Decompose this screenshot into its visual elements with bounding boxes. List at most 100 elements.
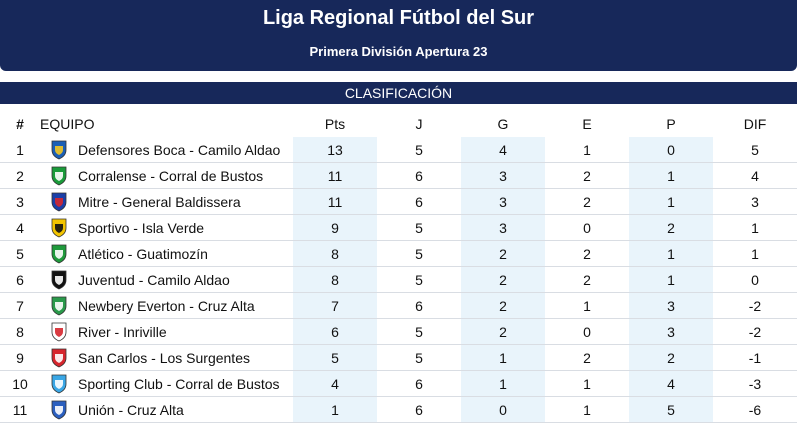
drawn-cell: 2 [545,240,629,267]
table-row[interactable]: 3 Mitre - General Baldissera 11 6 3 2 1 3 [0,188,797,215]
table-row[interactable]: 6 Juventud - Camilo Aldao 8 5 2 2 1 0 [0,266,797,293]
points-cell: 8 [293,240,377,267]
team-name: Juventud - Camilo Aldao [78,271,230,288]
table-header-row: # EQUIPO Pts J G E P DIF [0,112,797,137]
goal-difference-cell: 1 [713,214,797,241]
juventud-crest-icon [50,270,68,290]
won-cell: 1 [461,370,545,397]
points-cell: 1 [293,396,377,423]
points-cell: 7 [293,292,377,319]
won-cell: 2 [461,318,545,345]
won-cell: 4 [461,136,545,163]
column-header-pos: # [16,116,24,132]
drawn-cell: 0 [545,318,629,345]
river-crest-icon [50,322,68,342]
team-cell[interactable]: Atlético - Guatimozín [40,240,293,267]
points-cell: 5 [293,344,377,371]
team-cell[interactable]: Juventud - Camilo Aldao [40,266,293,293]
team-cell[interactable]: Newbery Everton - Cruz Alta [40,292,293,319]
position-cell: 7 [0,292,40,319]
position-cell: 6 [0,266,40,293]
table-row[interactable]: 9 San Carlos - Los Surgentes 5 5 1 2 2 -1 [0,344,797,371]
played-cell: 6 [377,188,461,215]
position-cell: 9 [0,344,40,371]
position-cell: 3 [0,188,40,215]
won-cell: 2 [461,240,545,267]
won-cell: 1 [461,344,545,371]
table-row[interactable]: 7 Newbery Everton - Cruz Alta 7 6 2 1 3 -2 [0,292,797,319]
team-name: Corralense - Corral de Bustos [78,167,264,184]
team-name: San Carlos - Los Surgentes [78,349,250,366]
team-cell[interactable]: Corralense - Corral de Bustos [40,162,293,189]
newbery-crest-icon [50,296,68,316]
lost-cell: 0 [629,136,713,163]
team-cell[interactable]: San Carlos - Los Surgentes [40,344,293,371]
position-cell: 2 [0,162,40,189]
points-cell: 11 [293,188,377,215]
standings-table: # EQUIPO Pts J G E P DIF 1 Defensores Boc… [0,112,797,423]
goal-difference-cell: -6 [713,396,797,423]
position-cell: 11 [0,396,40,423]
column-header-pts: Pts [324,116,346,132]
team-name: Defensores Boca - Camilo Aldao [78,141,281,158]
won-cell: 3 [461,214,545,241]
played-cell: 6 [377,292,461,319]
played-cell: 5 [377,318,461,345]
goal-difference-cell: 0 [713,266,797,293]
lost-cell: 5 [629,396,713,423]
goal-difference-cell: -3 [713,370,797,397]
position-cell: 10 [0,370,40,397]
team-cell[interactable]: Sportivo - Isla Verde [40,214,293,241]
goal-difference-cell: 5 [713,136,797,163]
played-cell: 5 [377,240,461,267]
goal-difference-cell: 4 [713,162,797,189]
won-cell: 3 [461,162,545,189]
team-cell[interactable]: River - Inriville [40,318,293,345]
points-cell: 6 [293,318,377,345]
team-name: River - Inriville [78,323,167,340]
won-cell: 2 [461,266,545,293]
won-cell: 0 [461,396,545,423]
drawn-cell: 2 [545,188,629,215]
drawn-cell: 0 [545,214,629,241]
table-row[interactable]: 4 Sportivo - Isla Verde 9 5 3 0 2 1 [0,214,797,241]
team-name: Atlético - Guatimozín [78,245,208,262]
header-banner: Liga Regional Fútbol del Sur Primera Div… [0,0,797,71]
column-header-g: G [497,116,509,132]
team-name: Unión - Cruz Alta [78,401,184,418]
table-row[interactable]: 10 Sporting Club - Corral de Bustos 4 6 1 1 4-… [0,370,797,397]
lost-cell: 2 [629,214,713,241]
san-carlos-crest-icon [50,348,68,368]
points-cell: 8 [293,266,377,293]
union-crest-icon [50,400,68,420]
position-cell: 1 [0,136,40,163]
points-cell: 11 [293,162,377,189]
goal-difference-cell: -2 [713,292,797,319]
points-cell: 13 [293,136,377,163]
defensores-boca-crest-icon [50,140,68,160]
goal-difference-cell: 3 [713,188,797,215]
won-cell: 3 [461,188,545,215]
drawn-cell: 1 [545,136,629,163]
team-cell[interactable]: Mitre - General Baldissera [40,188,293,215]
table-row[interactable]: 1 Defensores Boca - Camilo Aldao 13 5 4 1 0 5 [0,136,797,163]
table-row[interactable]: 2 Corralense - Corral de Bustos 11 6 3 2 1 4 [0,162,797,189]
goal-difference-cell: -1 [713,344,797,371]
team-name: Sporting Club - Corral de Bustos [78,375,280,392]
played-cell: 6 [377,396,461,423]
goal-difference-cell: -2 [713,318,797,345]
table-row[interactable]: 5 Atlético - Guatimozín 8 5 2 2 1 1 [0,240,797,267]
drawn-cell: 1 [545,396,629,423]
points-cell: 9 [293,214,377,241]
team-cell[interactable]: Sporting Club - Corral de Bustos [40,370,293,397]
team-cell[interactable]: Unión - Cruz Alta [40,396,293,423]
table-row[interactable]: 11 Unión - Cruz Alta 1 6 0 1 5 -6 [0,396,797,423]
column-header-dif: DIF [743,116,767,132]
played-cell: 5 [377,266,461,293]
table-row[interactable]: 8 River - Inriville 6 5 2 0 3 -2 [0,318,797,345]
column-header-e: E [582,116,592,132]
team-cell[interactable]: Defensores Boca - Camilo Aldao [40,136,293,163]
won-cell: 2 [461,292,545,319]
lost-cell: 1 [629,266,713,293]
position-cell: 4 [0,214,40,241]
